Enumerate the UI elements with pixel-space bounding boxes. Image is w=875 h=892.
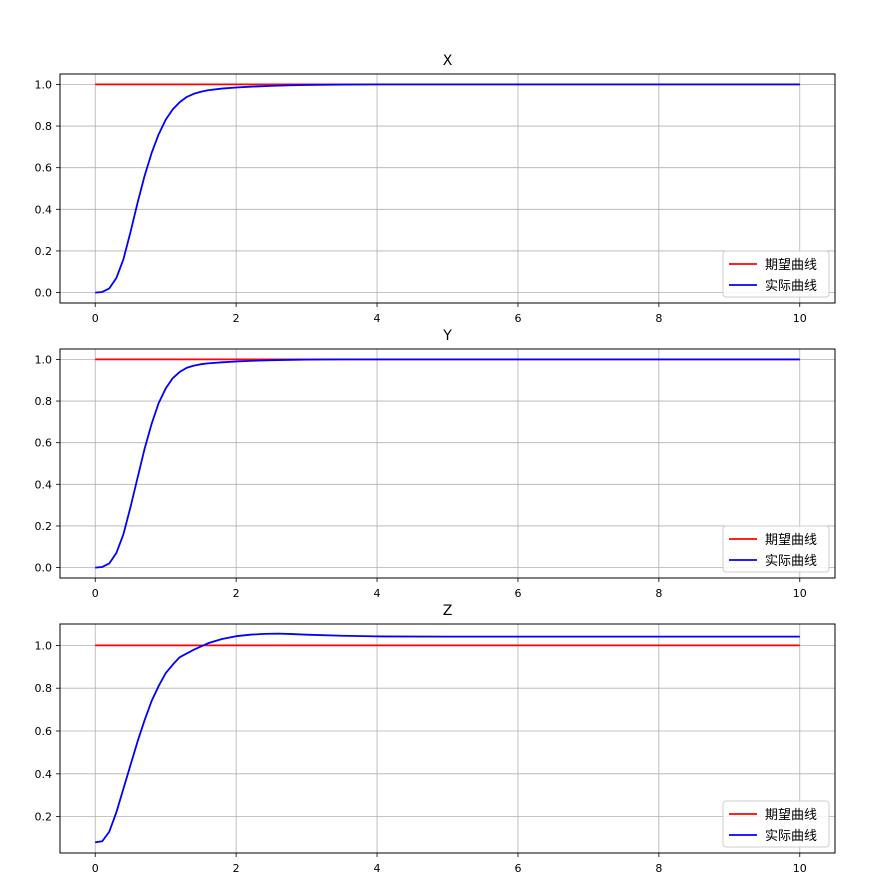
axes-frame <box>59 73 836 304</box>
y-tick-label: 0.6 <box>35 725 53 738</box>
x-tick-label: 0 <box>92 312 99 325</box>
y-tick-label: 0.0 <box>35 287 53 300</box>
y-tick-label: 0.4 <box>35 768 53 781</box>
x-tick-label: 0 <box>92 862 99 875</box>
x-tick-label: 2 <box>233 312 240 325</box>
y-tick-label: 0.4 <box>35 203 53 216</box>
series-line-actual <box>95 632 800 844</box>
x-tick-label: 6 <box>514 312 521 325</box>
axes-frame <box>59 623 836 854</box>
legend-label: 实际曲线 <box>765 829 817 844</box>
y-tick-label: 1.0 <box>35 639 53 652</box>
x-tick-label: 2 <box>233 587 240 600</box>
y-tick-label: 0.8 <box>35 682 53 695</box>
x-tick-label: 10 <box>793 312 807 325</box>
legend-label: 实际曲线 <box>765 279 817 294</box>
x-tick-label: 2 <box>233 862 240 875</box>
chart-title: Z <box>443 603 453 619</box>
y-tick-label: 1.0 <box>35 78 53 91</box>
x-tick-label: 4 <box>374 587 381 600</box>
y-tick-label: 0.2 <box>35 811 53 824</box>
x-tick-label: 8 <box>655 862 662 875</box>
x-tick-label: 6 <box>514 587 521 600</box>
y-tick-label: 0.0 <box>35 562 53 575</box>
x-tick-label: 4 <box>374 862 381 875</box>
x-tick-label: 10 <box>793 587 807 600</box>
y-tick-label: 0.2 <box>35 245 53 258</box>
y-tick-label: 0.8 <box>35 120 53 133</box>
chart-title: X <box>443 53 453 69</box>
x-tick-label: 4 <box>374 312 381 325</box>
y-tick-label: 0.6 <box>35 162 53 175</box>
y-tick-label: 1.0 <box>35 353 53 366</box>
y-tick-label: 0.4 <box>35 478 53 491</box>
axes-frame <box>59 348 836 579</box>
x-tick-label: 10 <box>793 862 807 875</box>
legend-label: 期望曲线 <box>765 532 817 548</box>
x-tick-label: 6 <box>514 862 521 875</box>
x-tick-label: 8 <box>655 312 662 325</box>
legend-label: 实际曲线 <box>765 554 817 569</box>
legend-label: 期望曲线 <box>765 807 817 823</box>
y-tick-label: 0.8 <box>35 395 53 408</box>
series-line-actual <box>95 83 800 294</box>
y-tick-label: 0.2 <box>35 520 53 533</box>
y-tick-label: 0.6 <box>35 437 53 450</box>
chart-title: Y <box>442 328 452 344</box>
series-line-actual <box>95 358 800 569</box>
legend-label: 期望曲线 <box>765 257 817 273</box>
x-tick-label: 8 <box>655 587 662 600</box>
x-tick-label: 0 <box>92 587 99 600</box>
